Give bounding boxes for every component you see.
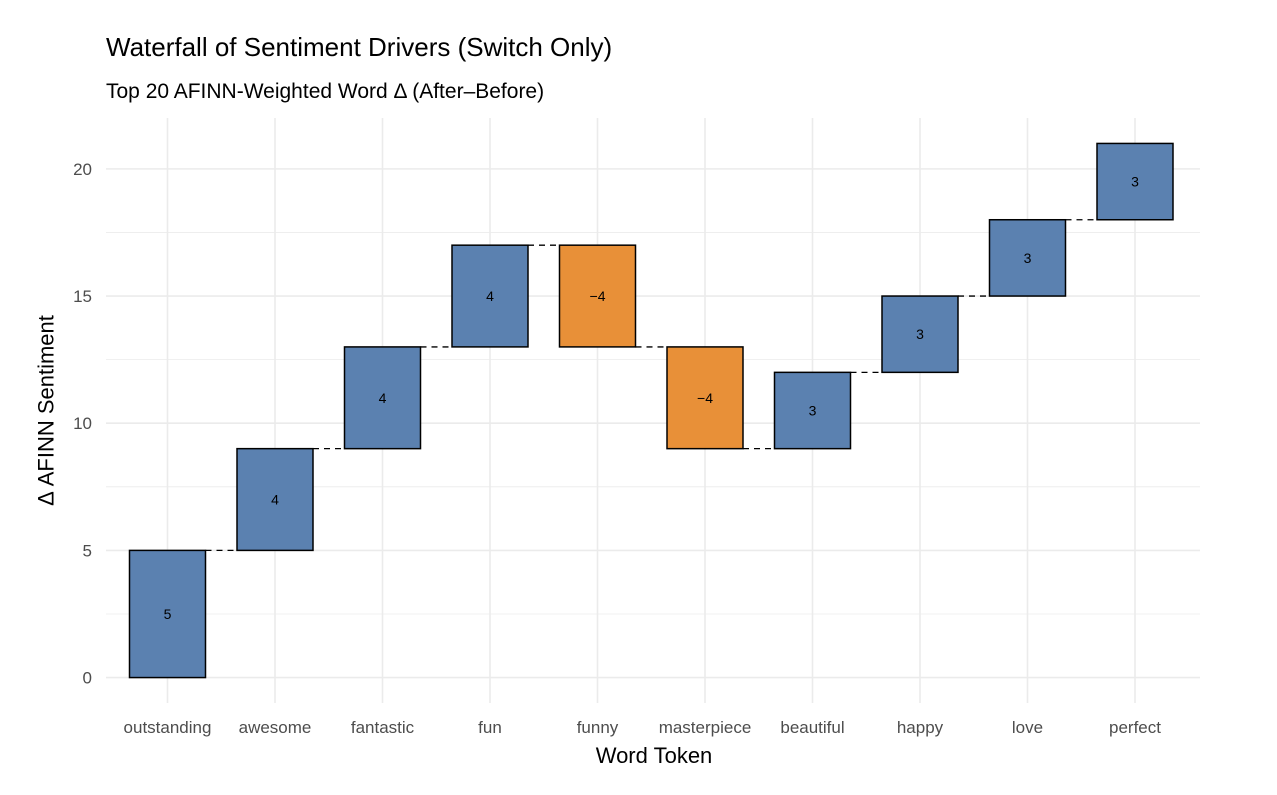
y-tick-label: 5 bbox=[83, 541, 92, 560]
bar-value-label: 3 bbox=[809, 403, 817, 419]
x-tick-label: funny bbox=[577, 718, 619, 737]
x-tick-label: fun bbox=[478, 718, 502, 737]
bar-labels: 5 4 4 4 −4 −4 3 3 3 3 bbox=[164, 174, 1140, 622]
grid bbox=[106, 118, 1200, 703]
chart-subtitle: Top 20 AFINN‐Weighted Word Δ (After–Befo… bbox=[106, 80, 545, 103]
bar-value-label: −4 bbox=[697, 390, 713, 406]
bar-value-label: 5 bbox=[164, 606, 172, 622]
waterfall-bar bbox=[988, 218, 1067, 297]
y-tick-label: 0 bbox=[83, 669, 92, 688]
bars bbox=[128, 142, 1174, 679]
bar-value-label: 3 bbox=[1131, 174, 1139, 190]
x-tick-label: love bbox=[1012, 718, 1043, 737]
waterfall-bar bbox=[773, 371, 852, 450]
bar-value-label: 4 bbox=[271, 492, 279, 508]
bar-value-label: 3 bbox=[916, 326, 924, 342]
x-axis-ticks: outstanding awesome fantastic fun funny maste… bbox=[124, 718, 1162, 737]
bar-value-label: 4 bbox=[379, 390, 387, 406]
x-tick-label: awesome bbox=[239, 718, 312, 737]
bar-value-label: −4 bbox=[590, 288, 606, 304]
waterfall-bar bbox=[558, 244, 637, 348]
x-tick-label: beautiful bbox=[780, 718, 844, 737]
waterfall-bar bbox=[666, 346, 744, 450]
y-tick-label: 20 bbox=[73, 160, 92, 179]
x-tick-label: masterpiece bbox=[659, 718, 752, 737]
waterfall-bar bbox=[881, 295, 959, 374]
y-tick-label: 10 bbox=[73, 414, 92, 433]
x-axis-title: Word Token bbox=[596, 743, 713, 768]
y-tick-label: 15 bbox=[73, 287, 92, 306]
bar-value-label: 3 bbox=[1024, 250, 1032, 266]
x-tick-label: happy bbox=[897, 718, 944, 737]
x-tick-label: outstanding bbox=[124, 718, 212, 737]
waterfall-bar bbox=[236, 447, 314, 552]
waterfall-bar bbox=[1096, 142, 1174, 221]
connectors bbox=[205, 219, 1097, 552]
y-axis-ticks: 0 5 10 15 20 bbox=[73, 160, 92, 688]
y-axis-title: Δ AFINN Sentiment bbox=[34, 315, 59, 506]
bar-value-label: 4 bbox=[486, 288, 494, 304]
waterfall-bar bbox=[451, 244, 529, 348]
waterfall-bar bbox=[343, 346, 422, 450]
chart-title: Waterfall of Sentiment Drivers (Switch O… bbox=[106, 32, 613, 62]
waterfall-bar bbox=[128, 549, 207, 679]
x-tick-label: perfect bbox=[1109, 718, 1161, 737]
x-tick-label: fantastic bbox=[351, 718, 415, 737]
